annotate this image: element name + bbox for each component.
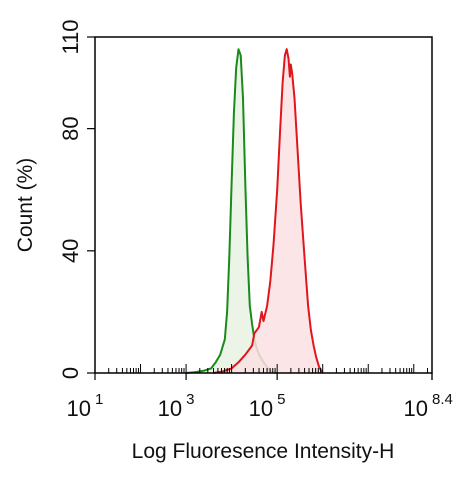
x-tick-label: 10 8.4	[404, 391, 453, 421]
x-tick-exponent: 8.4	[432, 391, 453, 408]
x-minor-ticks	[94, 364, 433, 380]
x-tick-base: 10	[158, 396, 182, 421]
x-tick-base: 10	[404, 396, 428, 421]
y-ticks: 0 40 80 110	[58, 19, 95, 379]
x-tick-label: 10 3	[158, 391, 195, 421]
y-tick-label: 110	[58, 19, 83, 54]
x-tick-label: 10 1	[67, 391, 104, 421]
x-tick-base: 10	[249, 396, 273, 421]
x-tick-exponent: 5	[277, 391, 285, 408]
y-tick-label: 0	[58, 367, 83, 379]
x-tick-base: 10	[67, 396, 91, 421]
y-tick-label: 40	[58, 239, 83, 263]
y-axis-title: Count (%)	[14, 158, 37, 253]
x-tick-label: 10 5	[249, 391, 286, 421]
series-layer	[186, 48, 324, 374]
series-1-line	[213, 48, 324, 374]
x-tick-exponent: 1	[95, 391, 103, 408]
x-axis-title: Log Fluoresence Intensity-H	[132, 440, 395, 463]
y-tick-label: 80	[58, 116, 83, 140]
x-tick-labels: 10 1 10 3 10 5 10 8.4	[67, 373, 453, 421]
x-tick-exponent: 3	[186, 391, 194, 408]
series-1-fill	[213, 49, 323, 373]
